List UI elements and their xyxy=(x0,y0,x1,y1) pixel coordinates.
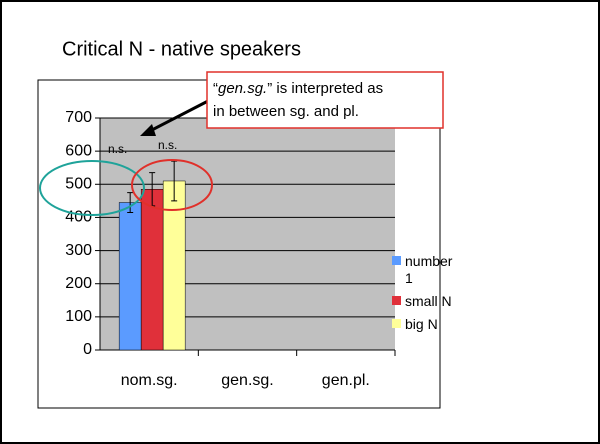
callout-part: “ xyxy=(213,80,218,97)
callout-text: “gen.sg.” is interpreted as xyxy=(213,80,383,97)
highlight-ellipse xyxy=(39,160,145,216)
arrow xyxy=(147,98,211,134)
callout-part: ” is interpreted as xyxy=(267,80,383,97)
legend-label: small N xyxy=(405,293,452,309)
y-tick-label: 400 xyxy=(65,209,92,226)
callout-part: gen.sg. xyxy=(218,80,267,97)
y-tick-label: 700 xyxy=(65,109,92,126)
y-tick-label: 500 xyxy=(65,176,92,193)
arrow-head xyxy=(140,124,156,136)
bar xyxy=(118,202,142,351)
legend-item: big N xyxy=(392,316,454,333)
bar xyxy=(140,189,164,351)
callout-text: in between sg. and pl. xyxy=(213,103,359,120)
bar xyxy=(162,180,186,351)
legend-label: big N xyxy=(405,316,438,332)
chart-title: Critical N - native speakers xyxy=(62,38,301,60)
legend: number 1 small N big N xyxy=(392,253,454,339)
annotation: n.s. xyxy=(108,142,127,156)
y-tick-label: 100 xyxy=(65,308,92,325)
legend-swatch xyxy=(392,319,401,328)
y-tick-label: 300 xyxy=(65,242,92,259)
x-tick-label: nom.sg. xyxy=(121,372,178,389)
legend-swatch xyxy=(392,256,401,265)
legend-item: small N xyxy=(392,293,454,310)
y-tick-label: 0 xyxy=(83,341,92,358)
y-tick-label: 600 xyxy=(65,142,92,159)
error-bar xyxy=(127,192,134,213)
y-tick-label: 200 xyxy=(65,275,92,292)
x-tick-label: gen.pl. xyxy=(322,372,370,389)
legend-item: number 1 xyxy=(392,253,454,287)
x-tick-label: gen.sg. xyxy=(221,372,273,389)
callout-box xyxy=(206,71,444,129)
legend-swatch xyxy=(392,296,401,305)
highlight-ellipse xyxy=(131,159,213,211)
legend-label: number 1 xyxy=(405,253,453,286)
annotation: n.s. xyxy=(158,138,177,152)
